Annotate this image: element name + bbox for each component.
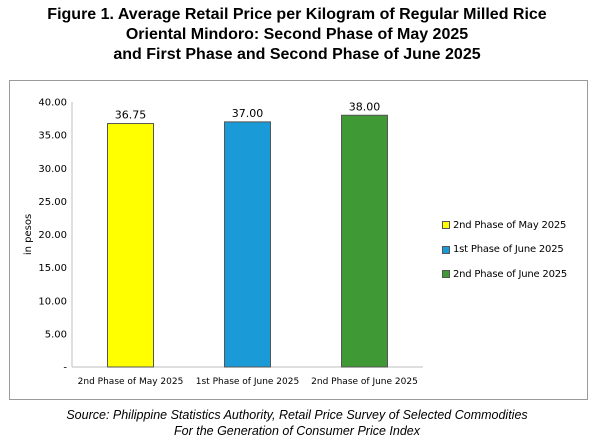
y-tick-label: 35.00 [38,131,67,142]
y-tick-label: 40.00 [38,98,67,109]
legend-label-3: 2nd Phase of June 2025 [453,268,568,280]
bar-value-label: 36.75 [115,109,147,122]
legend-swatch-1 [442,221,450,230]
legend-item-1: 2nd Phase of May 2025 [442,213,587,238]
legend-label-2: 1st Phase of June 2025 [453,244,564,256]
source-line-2: For the Generation of Consumer Price Ind… [174,424,420,438]
legend-swatch-2 [442,245,450,254]
chart-legend: 2nd Phase of May 2025 1st Phase of June … [442,213,587,287]
bar [107,123,154,368]
y-tick-label: 30.00 [38,164,67,175]
y-axis-label: in pesos [23,214,34,255]
y-tick-label: 20.00 [38,230,67,241]
bar-chart: - 5.00 10.00 15.00 20.00 25.00 30.00 35.00 40.00… [23,98,423,387]
x-tick-label: 2nd Phase of May 2025 [78,377,184,387]
y-tick-label: - [63,363,67,374]
chart-title-line-1: Figure 1. Average Retail Price per Kilog… [47,6,547,23]
x-tick-label: 1st Phase of June 2025 [196,377,299,387]
y-tick-label: 15.00 [38,263,67,274]
source-line-1: Source: Philippine Statistics Authority,… [66,408,528,422]
chart-title-line-2: Oriental Mindoro: Second Phase of May 20… [125,26,469,43]
y-tick-label: 10.00 [38,296,67,307]
x-tick-label: 2nd Phase of June 2025 [311,377,418,387]
y-tick-label: 5.00 [45,329,67,340]
y-tick-label: 25.00 [38,197,67,208]
legend-item-2: 1st Phase of June 2025 [442,238,587,263]
bar-value-label: 37.00 [232,107,264,120]
chart-frame [9,80,588,400]
chart-title-line-3: and First Phase and Second Phase of June… [113,46,481,63]
legend-swatch-3 [442,270,450,279]
legend-item-3: 2nd Phase of June 2025 [442,262,587,287]
bar [224,121,271,368]
bar [341,114,388,368]
legend-label-1: 2nd Phase of May 2025 [453,219,567,231]
bar-value-label: 38.00 [349,100,381,113]
